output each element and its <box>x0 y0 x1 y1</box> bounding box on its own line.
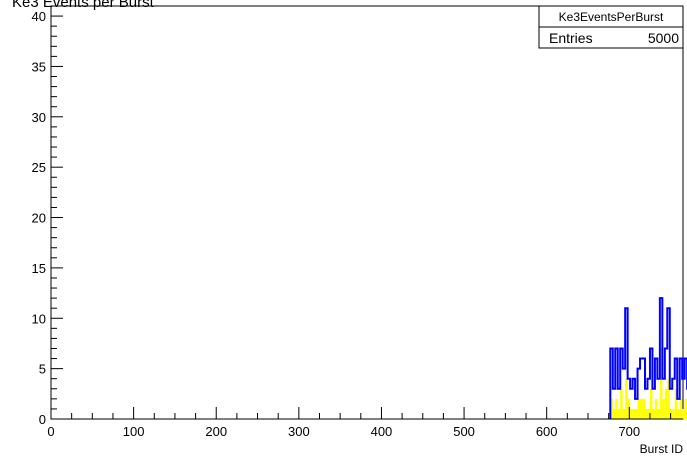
yellow-bar <box>672 408 675 419</box>
stats-entries-label: Entries <box>549 30 593 46</box>
y-tick-label: 0 <box>39 412 46 427</box>
stats-box-name: Ke3EventsPerBurst <box>559 10 664 24</box>
plot-frame <box>50 5 684 420</box>
y-tick-label: 30 <box>32 110 46 125</box>
yellow-bar <box>677 408 680 419</box>
yellow-bar <box>644 408 648 419</box>
yellow-bar <box>635 408 638 419</box>
yellow-bar <box>649 388 653 419</box>
yellow-bar <box>664 388 668 419</box>
yellow-bar <box>615 398 618 419</box>
yellow-bar <box>674 388 678 419</box>
yellow-bar <box>647 408 650 419</box>
histogram <box>609 297 687 419</box>
x-tick-label: 0 <box>47 424 54 439</box>
x-tick-label: 100 <box>123 424 145 439</box>
yellow-bar <box>612 408 616 419</box>
axes: 0 100 200 300 400 500 600 700 0 5 10 15 20 25 30 35 40 <box>32 5 683 439</box>
yellow-bar <box>679 398 683 419</box>
yellow-bar <box>630 408 633 419</box>
y-tick-label: 10 <box>32 311 46 326</box>
yellow-bar <box>682 408 685 419</box>
y-tick-label: 20 <box>32 211 46 226</box>
x-tick-label: 200 <box>205 424 227 439</box>
x-tick-label: 600 <box>536 424 558 439</box>
yellow-bar <box>662 398 665 419</box>
yellow-bar <box>622 408 626 419</box>
yellow-bar <box>625 378 628 419</box>
yellow-bar <box>620 388 623 419</box>
yellow-bar <box>632 408 636 419</box>
yellow-bar <box>610 398 613 419</box>
yellow-bar <box>659 348 663 419</box>
y-tick-label: 25 <box>32 160 46 175</box>
x-tick-label: 300 <box>288 424 310 439</box>
y-tick-label: 5 <box>39 362 46 377</box>
yellow-bar <box>652 408 655 419</box>
x-axis-label: Burst ID <box>640 442 684 456</box>
x-tick-label: 700 <box>618 424 640 439</box>
y-tick-label: 15 <box>32 261 46 276</box>
y-tick-label: 35 <box>32 59 46 74</box>
stats-box: Ke3EventsPerBurst Entries 5000 <box>538 5 684 49</box>
x-tick-label: 500 <box>453 424 475 439</box>
blue-series-outline <box>609 297 687 419</box>
yellow-bar <box>667 378 670 419</box>
x-tick-label: 400 <box>371 424 393 439</box>
yellow-bar <box>684 398 687 419</box>
yellow-bar <box>642 398 645 419</box>
yellow-bar <box>657 408 660 419</box>
yellow-bar <box>640 398 643 419</box>
stats-entries-value: 5000 <box>648 30 679 46</box>
y-tick-label: 40 <box>32 9 46 24</box>
yellow-bar <box>617 408 621 419</box>
yellow-bar <box>654 398 658 419</box>
yellow-bar <box>637 398 641 419</box>
